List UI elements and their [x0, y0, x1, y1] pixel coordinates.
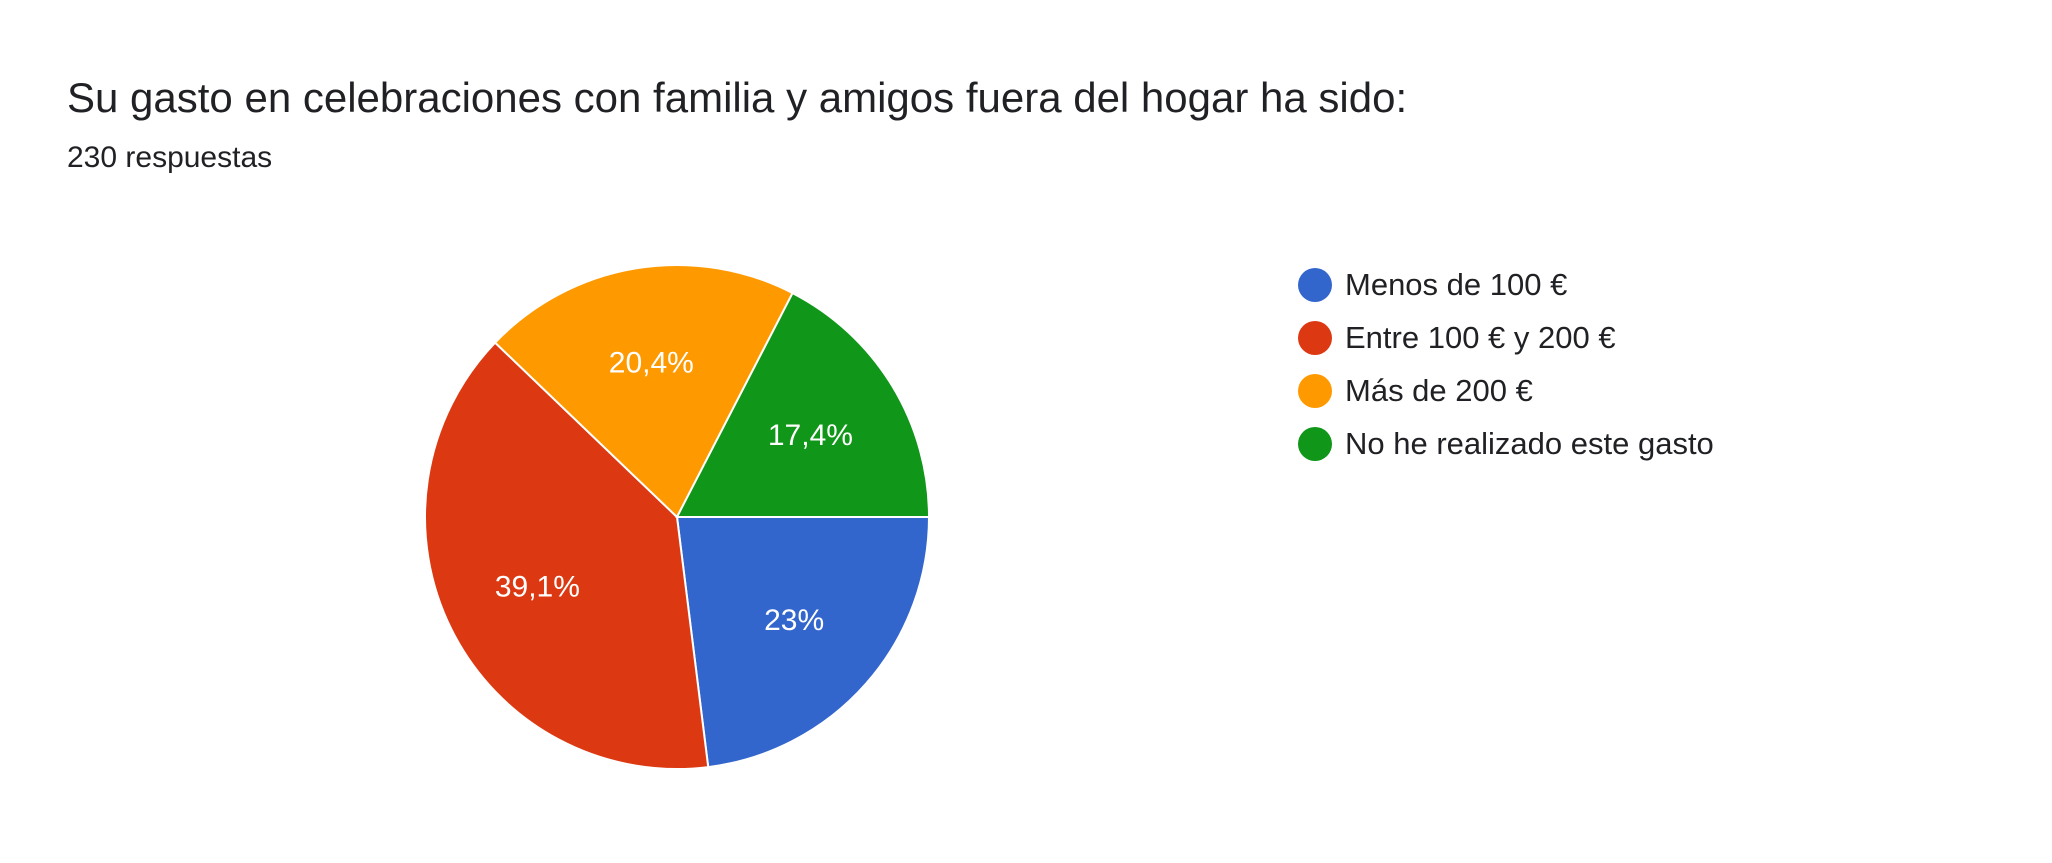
pie-slice-4[interactable]	[675, 291, 931, 518]
legend-item[interactable]: Más de 200 €	[1298, 364, 1714, 417]
legend-item[interactable]: Entre 100 € y 200 €	[1298, 311, 1714, 364]
legend-label: Entre 100 € y 200 €	[1345, 319, 1616, 355]
response-count: 230 respuestas	[67, 141, 273, 174]
legend-item[interactable]: Menos de 100 €	[1298, 258, 1714, 311]
chart-title: Su gasto en celebraciones con familia y …	[67, 74, 1408, 121]
slice-value-label: 23%	[764, 604, 824, 637]
slice-value-label: 39,1%	[495, 571, 580, 604]
slice-value-label: 20,4%	[609, 346, 694, 379]
legend-color-dot	[1298, 426, 1332, 461]
pie-labels: 23% 39,1% 20,4% 17,4%	[495, 346, 853, 637]
legend-item[interactable]: No he realizado este gasto	[1298, 417, 1714, 470]
chart-legend: Menos de 100 € Entre 100 € y 200 € Más de …	[1298, 258, 1714, 470]
legend-color-dot	[1298, 320, 1332, 355]
legend-color-dot	[1298, 267, 1332, 302]
legend-color-dot	[1298, 373, 1332, 408]
pie-slices	[424, 264, 931, 770]
slice-value-label: 17,4%	[768, 419, 853, 452]
legend-label: No he realizado este gasto	[1345, 425, 1714, 461]
pie-slice-1[interactable]	[675, 516, 931, 769]
legend-label: Más de 200 €	[1345, 372, 1533, 408]
legend-label: Menos de 100 €	[1345, 266, 1568, 302]
pie-slice-2[interactable]	[424, 341, 710, 770]
pie-slice-3[interactable]	[493, 264, 794, 519]
